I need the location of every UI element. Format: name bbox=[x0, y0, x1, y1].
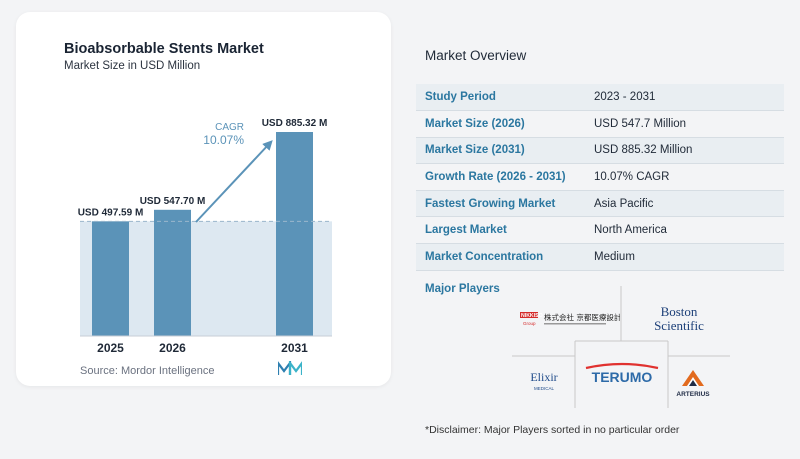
chart-title: Bioabsorbable Stents Market bbox=[64, 41, 264, 57]
table-row: Market Size (2031) USD 885.32 Million bbox=[416, 137, 784, 165]
bar-value-label: USD 547.70 M bbox=[140, 196, 206, 207]
table-row: Largest Market North America bbox=[416, 216, 784, 245]
row-value: USD 885.32 Million bbox=[592, 137, 784, 165]
row-label: Largest Market bbox=[416, 216, 592, 245]
mordor-intelligence-logo-icon bbox=[278, 361, 302, 375]
major-players-label: Major Players bbox=[425, 283, 500, 295]
arterius-wordmark: ARTERIUS bbox=[676, 391, 710, 398]
bar-chart: CAGR 10.07% USD 497.59 M 2025 USD 547.70 M… bbox=[78, 118, 332, 355]
row-label: Growth Rate (2026 - 2031) bbox=[416, 163, 592, 191]
row-value: 2023 - 2031 bbox=[592, 84, 784, 112]
cagr-arrow bbox=[195, 140, 273, 223]
x-tick-label: 2026 bbox=[159, 341, 186, 355]
row-label: Market Size (2026) bbox=[416, 110, 592, 138]
source-note: Source: Mordor Intelligence bbox=[80, 365, 215, 377]
terumo-wordmark: TERUMO bbox=[592, 369, 653, 385]
scientific-wordmark: Scientific bbox=[654, 318, 704, 333]
table-row: Growth Rate (2026 - 2031) 10.07% CAGR bbox=[416, 163, 784, 191]
elixir-logo: Elixir MEDICAL bbox=[530, 370, 557, 391]
nikkiso-group: Group bbox=[523, 321, 536, 326]
chart-subtitle: Market Size in USD Million bbox=[64, 60, 201, 72]
kyoto-medical-wordmark: 株式会社 京都医療設計 bbox=[544, 312, 620, 322]
market-overview-table: Study Period 2023 - 2031 Market Size (20… bbox=[416, 84, 784, 271]
disclaimer-note: *Disclaimer: Major Players sorted in no … bbox=[425, 424, 680, 436]
bar-value-label: USD 885.32 M bbox=[262, 118, 328, 129]
row-label: Study Period bbox=[416, 84, 592, 112]
bar-2026 bbox=[154, 209, 191, 336]
bar-value-label: USD 497.59 M bbox=[78, 207, 144, 218]
nikkiso-logo: NIKKISO Group 株式会社 京都医療設計 bbox=[520, 312, 620, 326]
row-value: North America bbox=[592, 216, 784, 245]
row-label: Market Size (2031) bbox=[416, 137, 592, 165]
row-value: 10.07% CAGR bbox=[592, 163, 784, 191]
table-row: Fastest Growing Market Asia Pacific bbox=[416, 190, 784, 218]
terumo-logo: TERUMO bbox=[585, 362, 659, 385]
bar-2025 bbox=[92, 221, 129, 336]
row-value: USD 547.7 Million bbox=[592, 110, 784, 138]
elixir-subtitle: MEDICAL bbox=[534, 386, 555, 391]
table-row: Study Period 2023 - 2031 bbox=[416, 84, 784, 112]
boston-wordmark: Boston bbox=[661, 304, 698, 319]
cagr-value: 10.07% bbox=[203, 133, 244, 147]
row-value: Asia Pacific bbox=[592, 190, 784, 218]
arterius-logo: ARTERIUS bbox=[676, 370, 710, 398]
x-tick-label: 2031 bbox=[281, 341, 308, 355]
row-label: Fastest Growing Market bbox=[416, 190, 592, 218]
boston-scientific-logo: Boston Scientific bbox=[654, 304, 704, 333]
elixir-wordmark: Elixir bbox=[530, 370, 557, 384]
row-label: Market Concentration bbox=[416, 243, 592, 271]
nikkiso-wordmark: NIKKISO bbox=[521, 313, 543, 319]
market-overview-title: Market Overview bbox=[425, 48, 527, 63]
bar-2031 bbox=[276, 132, 313, 336]
table-row: Market Concentration Medium bbox=[416, 243, 784, 271]
table-row: Market Size (2026) USD 547.7 Million bbox=[416, 110, 784, 138]
row-value: Medium bbox=[592, 243, 784, 271]
x-tick-label: 2025 bbox=[97, 341, 124, 355]
cagr-label: CAGR bbox=[215, 122, 244, 133]
